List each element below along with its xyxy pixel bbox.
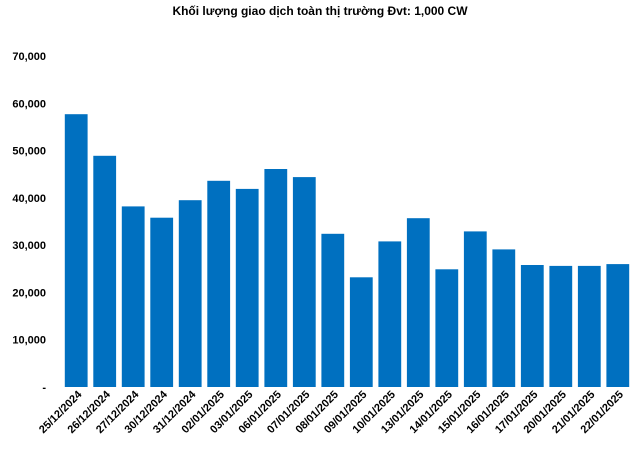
bar (93, 155, 117, 387)
bar (606, 264, 630, 387)
bar (64, 114, 88, 387)
bar (549, 265, 573, 387)
x-axis: 25/12/202426/12/202427/12/202430/12/2024… (37, 388, 626, 436)
y-tick-label: 50,000 (12, 146, 46, 158)
bar (378, 241, 402, 387)
bars (64, 114, 630, 387)
y-tick-label: - (42, 382, 46, 394)
bar (463, 231, 487, 387)
y-tick-label: 60,000 (12, 98, 46, 110)
bar (292, 177, 316, 387)
bar (577, 265, 601, 387)
y-tick-label: 10,000 (12, 335, 46, 347)
y-tick-label: 30,000 (12, 240, 46, 252)
bar (520, 265, 544, 387)
y-tick-label: 70,000 (12, 51, 46, 63)
y-axis: - 10,000 20,000 30,000 40,000 50,000 60,000 70,… (12, 51, 46, 394)
bar (492, 249, 516, 387)
bar (264, 169, 288, 387)
bar (321, 233, 345, 387)
chart-title: Khối lượng giao dịch toàn thị trường Đvt… (172, 4, 468, 18)
bar (121, 206, 145, 387)
y-tick-label: 20,000 (12, 287, 46, 299)
y-tick-label: 40,000 (12, 193, 46, 205)
bar (207, 180, 231, 387)
bar (349, 277, 373, 387)
bar (178, 200, 202, 387)
bar (150, 217, 174, 387)
bar (435, 269, 459, 387)
bar (406, 218, 430, 387)
bar (235, 188, 259, 387)
